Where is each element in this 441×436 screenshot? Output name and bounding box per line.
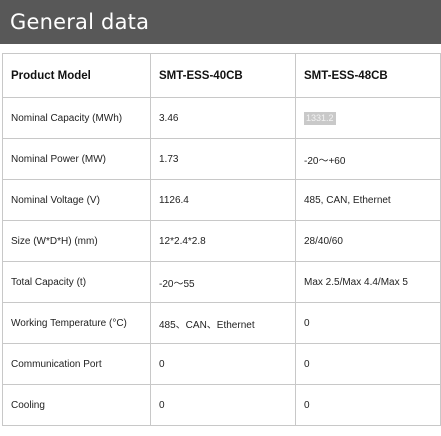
section-header: General data xyxy=(0,0,441,44)
table-row: Size (W*D*H) (mm) 12*2.4*2.8 28/40/60 xyxy=(2,220,441,262)
column-header: SMT-ESS-48CB xyxy=(295,53,441,98)
column-header: Product Model xyxy=(2,53,151,98)
table-row: Cooling 0 0 xyxy=(2,384,441,426)
table-row: Working Temperature (°C) 485、CAN、Etherne… xyxy=(2,302,441,344)
row-label: Nominal Power (MW) xyxy=(2,138,151,180)
cell-value: 1.73 xyxy=(150,138,296,180)
table-row: Nominal Power (MW) 1.73 -20～+60 xyxy=(2,138,441,180)
cell-value: 485, CAN, Ethernet xyxy=(295,179,441,221)
table-row: Communication Port 0 0 xyxy=(2,343,441,385)
cell-value: 0 xyxy=(150,343,296,385)
spec-table: Product Model SMT-ESS-40CB SMT-ESS-48CB … xyxy=(2,53,441,426)
table-row: Total Capacity (t) -20～55 Max 2.5/Max 4.… xyxy=(2,261,441,303)
cell-value: -20～55 xyxy=(150,261,296,303)
row-label: Size (W*D*H) (mm) xyxy=(2,220,151,262)
cell-value: 3.46 xyxy=(150,97,296,139)
cell-value: 485、CAN、Ethernet xyxy=(150,302,296,344)
row-label: Total Capacity (t) xyxy=(2,261,151,303)
cell-value: Max 2.5/Max 4.4/Max 5 xyxy=(295,261,441,303)
column-header: SMT-ESS-40CB xyxy=(150,53,296,98)
cell-value: 0 xyxy=(295,384,441,426)
cell-value: 0 xyxy=(150,384,296,426)
cell-value: 28/40/60 xyxy=(295,220,441,262)
cell-value: 1331.2 xyxy=(295,97,441,139)
table-row: Nominal Capacity (MWh) 3.46 1331.2 xyxy=(2,97,441,139)
row-label: Cooling xyxy=(2,384,151,426)
table-header-row: Product Model SMT-ESS-40CB SMT-ESS-48CB xyxy=(2,53,441,98)
cell-value: 1126.4 xyxy=(150,179,296,221)
cell-value: 12*2.4*2.8 xyxy=(150,220,296,262)
row-label: Nominal Voltage (V) xyxy=(2,179,151,221)
section-title: General data xyxy=(10,10,150,34)
row-label: Working Temperature (°C) xyxy=(2,302,151,344)
row-label: Communication Port xyxy=(2,343,151,385)
cell-value: 0 xyxy=(295,343,441,385)
cell-value: 0 xyxy=(295,302,441,344)
row-label: Nominal Capacity (MWh) xyxy=(2,97,151,139)
cell-value: -20～+60 xyxy=(295,138,441,180)
table-row: Nominal Voltage (V) 1126.4 485, CAN, Eth… xyxy=(2,179,441,221)
highlighted-value: 1331.2 xyxy=(304,111,336,125)
